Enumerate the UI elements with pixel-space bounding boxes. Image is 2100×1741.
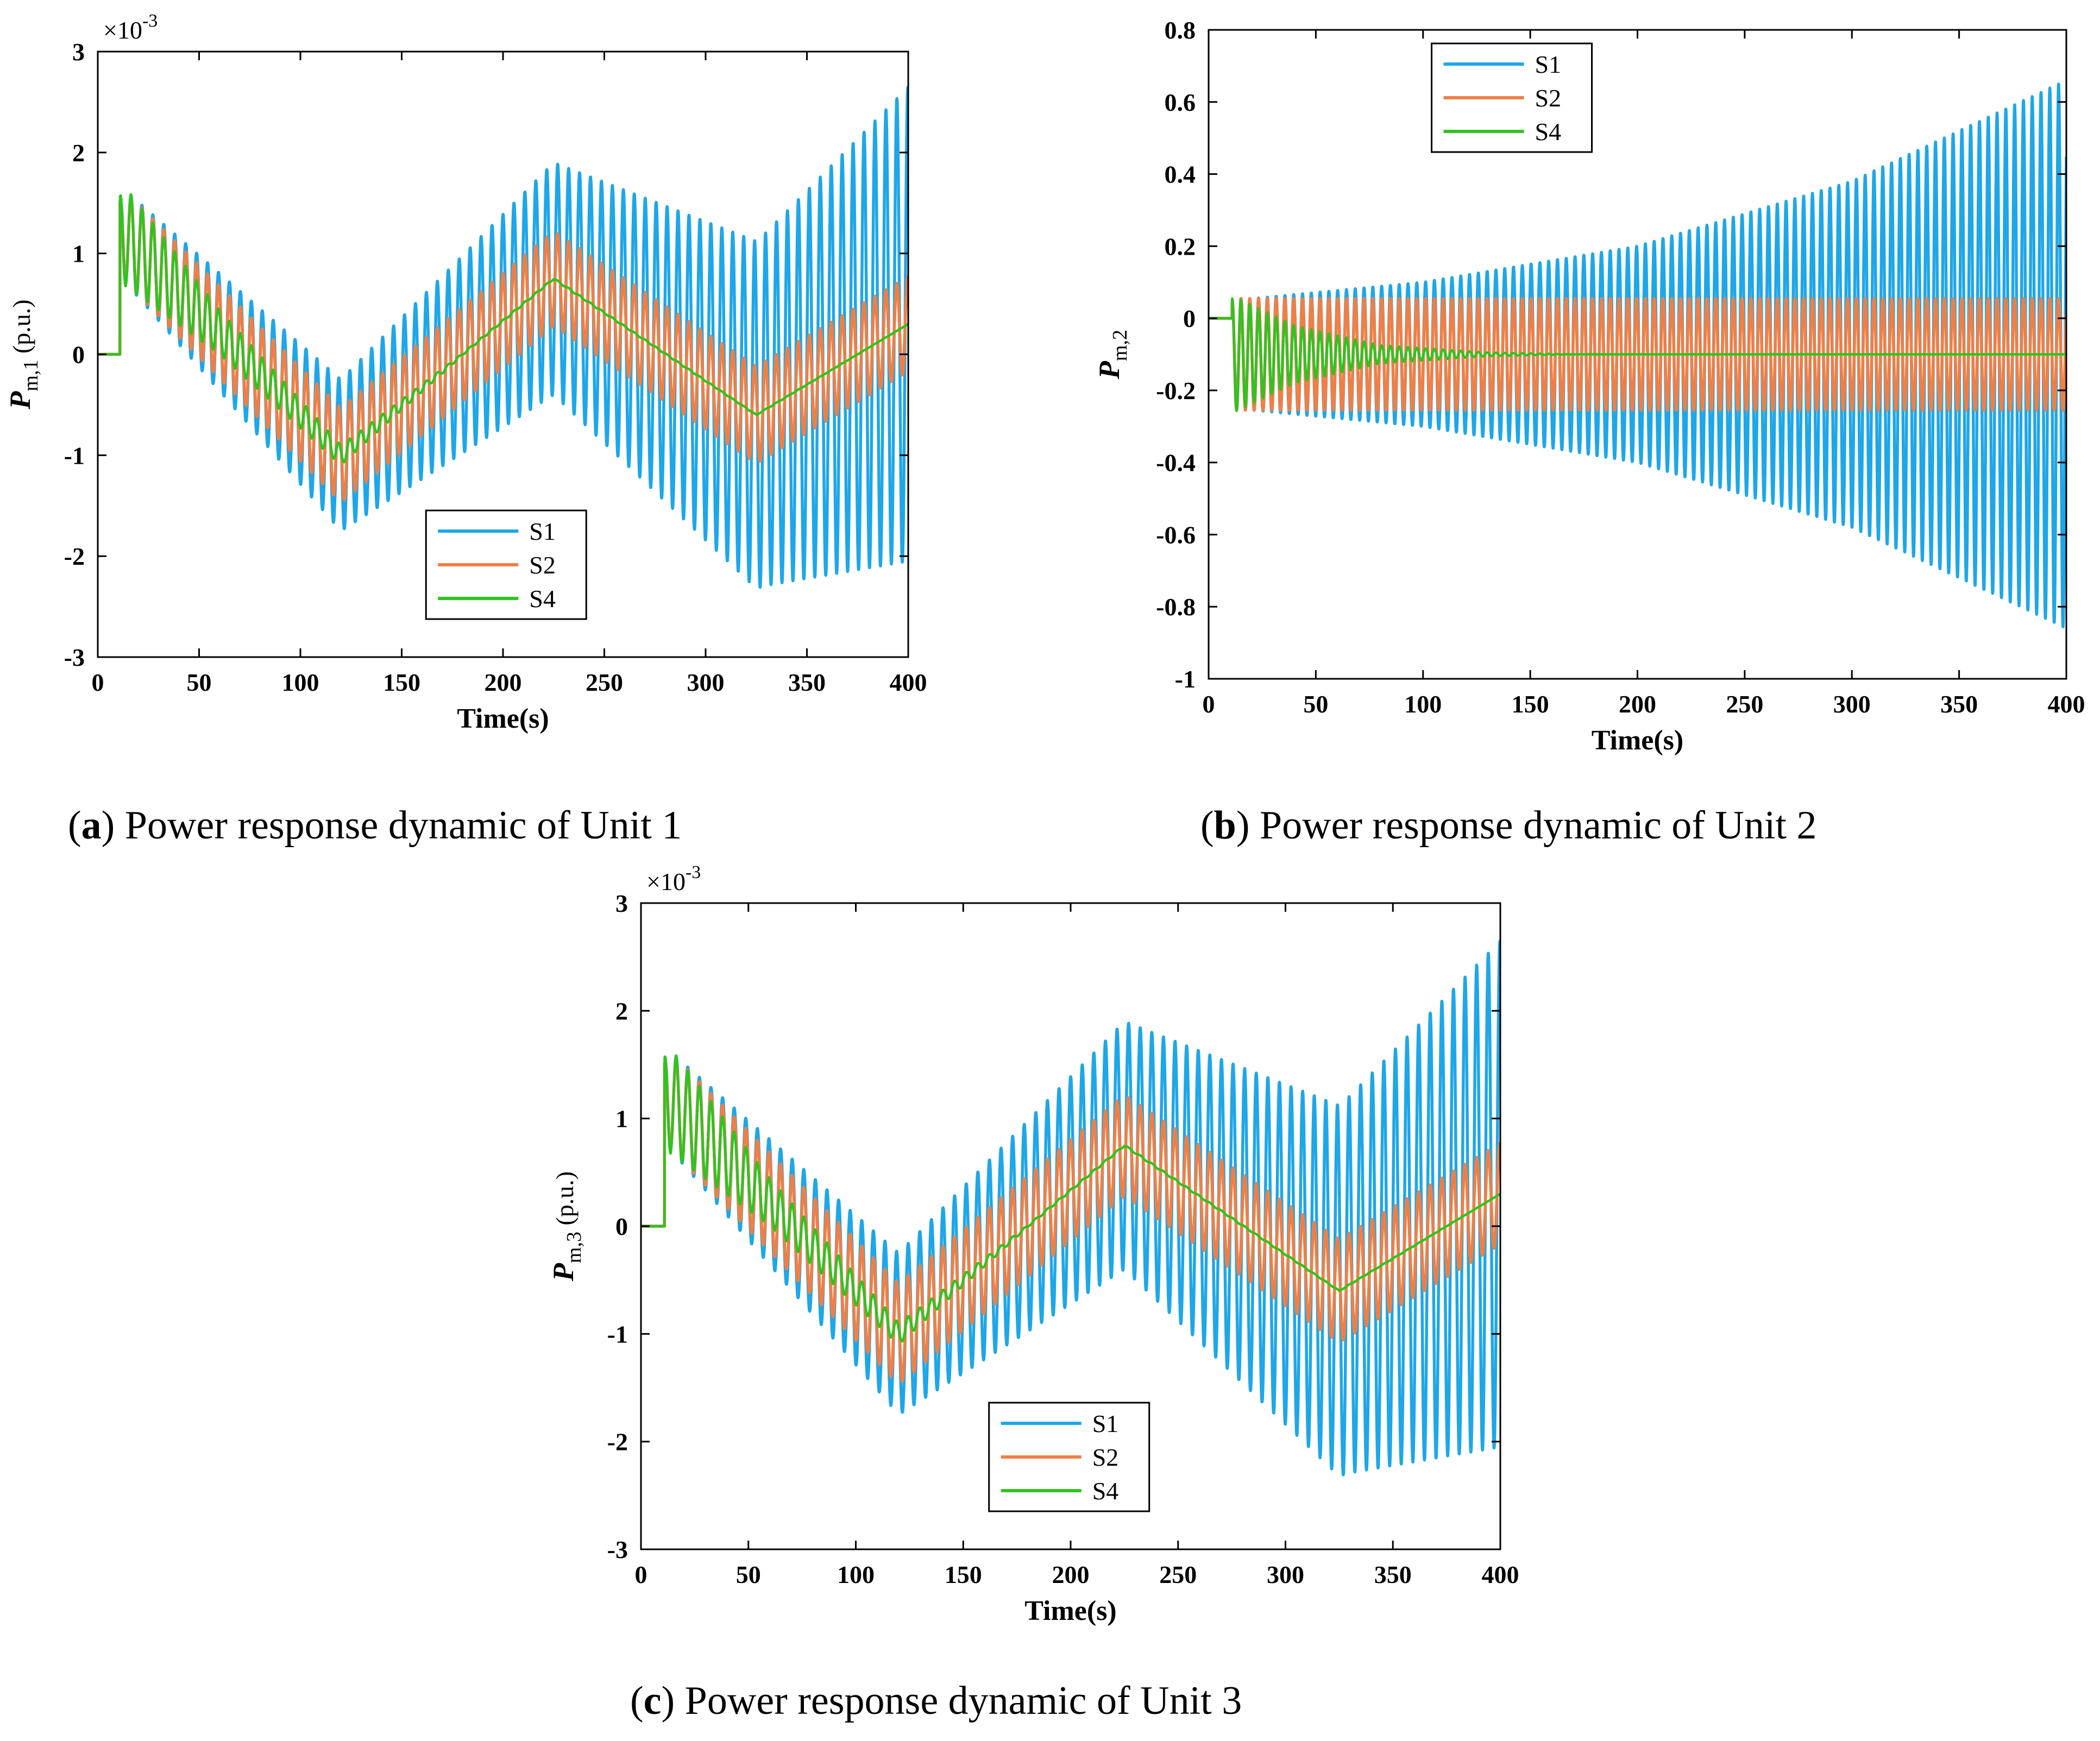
y-tick-label: -1 [1175,665,1196,693]
y-tick-label: 0 [72,341,85,369]
legend: S1 S2 S4 [1431,42,1593,153]
series-line-S4 [98,193,908,464]
x-axis-label: Time(s) [457,703,549,734]
y-tick-label: 1 [615,1105,628,1133]
x-tick-label: 0 [635,1561,647,1588]
series-group [1209,83,2066,628]
series-group [98,86,908,589]
y-tick-label: 0.2 [1165,232,1196,260]
y-multiplier: ×10-3 [646,862,701,895]
legend-label-S1: S1 [1535,51,1562,78]
x-tick-label: 200 [1052,1561,1090,1588]
y-axis-label-sub: m,1 [20,360,42,392]
x-axis-label: Time(s) [1024,1595,1116,1626]
y-tick-label: -1 [607,1320,628,1348]
x-tick-label: 100 [282,668,319,696]
x-tick-label: 200 [1619,690,1656,718]
x-tick-label: 50 [736,1561,761,1588]
legend-label-S4: S4 [529,585,556,613]
caption-a: (a) Power response dynamic of Unit 1 [68,803,682,848]
legend-label-S4: S4 [1092,1477,1119,1505]
caption-b: (b) Power response dynamic of Unit 2 [1200,803,1817,848]
x-tick-label: 250 [1726,690,1763,718]
x-tick-label: 50 [1303,690,1328,718]
series-line-S1 [1209,83,2066,628]
y-multiplier-base: ×10 [646,868,686,895]
x-tick-label: 400 [2048,690,2085,718]
y-axis-label-main: P [547,1263,580,1282]
y-axis-label: Pm,1 (p.u.) [4,299,42,409]
legend-label-S1: S1 [1092,1410,1119,1437]
y-axis-label-main: P [4,391,36,410]
x-tick-label: 350 [1374,1561,1412,1588]
y-tick-label: -0.2 [1156,377,1196,405]
y-axis-label-unit: (p.u.) [551,1171,579,1232]
y-tick-label: 0.6 [1165,89,1196,116]
y-axis-label: Pm,2 [1093,330,1131,380]
y-tick-label: -0.4 [1156,449,1196,477]
x-tick-label: 250 [1159,1561,1197,1588]
y-tick-label: 0.4 [1165,161,1196,188]
y-tick-label: 0 [1183,305,1196,332]
x-tick-label: 50 [187,668,212,696]
x-tick-label: 150 [945,1561,982,1588]
y-tick-label: -2 [64,543,85,570]
chart-c: 0 50 100 150 200 250 300 350 400 -3 -2 -1 0 1 2 3 Time(s… [547,862,1519,1626]
y-multiplier-base: ×10 [103,16,142,44]
y-tick-label: -2 [607,1428,628,1456]
y-axis-label-unit: (p.u.) [8,299,35,359]
x-tick-label: 300 [1833,690,1871,718]
legend-label-S2: S2 [529,551,556,579]
x-tick-label: 350 [788,668,826,696]
x-tick-label: 250 [586,668,623,696]
x-axis-label: Time(s) [1592,725,1683,756]
series-line-S4 [641,1054,1500,1343]
y-axis-label: Pm,3 (p.u.) [547,1171,586,1282]
legend-label-S1: S1 [529,518,556,545]
x-tick-label: 100 [1404,690,1442,718]
legend: S1 S2 S4 [425,509,587,620]
x-tick-label: 350 [1940,690,1978,718]
y-tick-label: 3 [615,890,628,917]
x-tick-label: 150 [1512,690,1549,718]
y-tick-label: -3 [64,644,85,671]
y-tick-label: 1 [72,240,85,268]
y-tick-label: -0.6 [1156,521,1196,548]
caption-c: (c) Power response dynamic of Unit 3 [630,1679,1242,1723]
series-line-S2 [1209,297,2066,412]
x-tick-label: 200 [485,668,522,696]
x-tick-label: 150 [383,668,420,696]
y-tick-label: -1 [64,441,85,469]
legend: S1 S2 S4 [988,1402,1150,1512]
legend-label-S4: S4 [1535,118,1562,146]
series-line-S4 [1209,297,2066,412]
y-tick-label: 2 [615,997,628,1025]
legend-label-S2: S2 [1092,1443,1119,1471]
x-tick-label: 300 [1267,1561,1304,1588]
y-tick-label: 0.8 [1165,16,1196,44]
y-tick-label: 2 [72,139,85,167]
x-tick-label: 0 [92,668,104,696]
legend-label-S2: S2 [1535,84,1562,112]
y-tick-label: 3 [72,38,85,66]
y-axis-label-main: P [1093,361,1126,380]
y-axis-label-sub: m,2 [1109,330,1131,361]
chart-b: 0 50 100 150 200 250 300 350 400 -1 -0.8 -0.6 -0.4 -0… [1093,16,2085,756]
y-multiplier-exp: -3 [686,862,701,882]
y-tick-label: 0 [615,1213,628,1240]
y-tick-label: -3 [607,1536,628,1563]
x-tick-label: 0 [1203,690,1215,718]
x-tick-label: 400 [890,668,927,696]
y-multiplier-exp: -3 [142,11,158,31]
y-axis-label-sub: m,3 [563,1232,586,1263]
x-tick-label: 300 [687,668,725,696]
series-group [641,939,1500,1477]
y-tick-label: -0.8 [1156,593,1196,621]
x-tick-label: 100 [837,1561,875,1588]
chart-a: 0 50 100 150 200 250 300 350 400 -3 -2 -1 0 1 2 3 Time(s… [4,11,927,734]
y-multiplier: ×10-3 [103,11,158,44]
x-tick-label: 400 [1482,1561,1519,1588]
